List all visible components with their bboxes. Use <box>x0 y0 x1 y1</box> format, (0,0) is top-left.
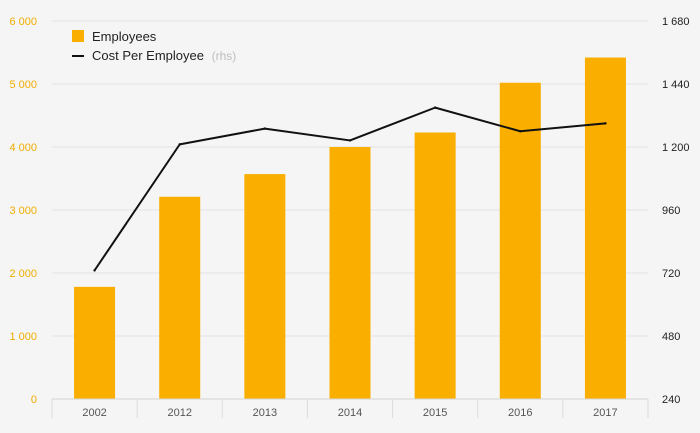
left-tick-label: 4 000 <box>9 142 37 154</box>
line-point-cost-per-employee[interactable] <box>519 130 522 133</box>
left-tick-label: 6 000 <box>9 16 37 28</box>
bar-employees[interactable] <box>244 174 286 399</box>
left-tick-label: 0 <box>31 394 37 406</box>
x-tick-label: 2017 <box>593 407 617 419</box>
bar-employees[interactable] <box>584 57 626 399</box>
bar-employees[interactable] <box>159 196 201 399</box>
legend-item-employees[interactable]: Employees <box>72 29 157 44</box>
legend: Employees Cost Per Employee (rhs) <box>72 29 236 63</box>
left-axis: 0 1 000 2 000 3 000 4 000 5 000 6 000 <box>9 16 37 406</box>
legend-item-cost-per-employee[interactable]: Cost Per Employee (rhs) <box>72 48 236 63</box>
left-tick-label: 2 000 <box>9 268 37 280</box>
left-tick-label: 5 000 <box>9 79 37 91</box>
x-tick-label: 2013 <box>253 407 277 419</box>
x-tick-label: 2016 <box>508 407 532 419</box>
x-tick-label: 2014 <box>338 407 362 419</box>
line-point-cost-per-employee[interactable] <box>604 122 607 125</box>
right-tick-label: 960 <box>662 205 680 217</box>
bar-employees[interactable] <box>414 132 456 399</box>
cost-per-employee-line <box>93 106 607 272</box>
line-point-cost-per-employee[interactable] <box>178 143 181 146</box>
right-tick-label: 720 <box>662 268 680 280</box>
legend-label-employees: Employees <box>92 29 157 44</box>
right-axis: 240 480 720 960 1 200 1 440 1 680 <box>662 16 690 406</box>
x-tick-label: 2015 <box>423 407 447 419</box>
employees-bars <box>74 57 626 400</box>
left-tick-label: 3 000 <box>9 205 37 217</box>
right-tick-label: 1 680 <box>662 16 690 28</box>
line-point-cost-per-employee[interactable] <box>348 139 352 142</box>
x-tick-label: 2012 <box>167 407 191 419</box>
right-tick-label: 1 440 <box>662 79 690 91</box>
bar-employees[interactable] <box>499 82 541 400</box>
bar-employees[interactable] <box>74 286 116 399</box>
legend-label-cost-per-employee: Cost Per Employee (rhs) <box>92 48 236 63</box>
x-axis: 2002 2012 2013 2014 2015 2016 2017 <box>51 398 649 419</box>
legend-swatch-employees <box>72 30 84 42</box>
line-point-cost-per-employee[interactable] <box>263 127 267 130</box>
left-tick-label: 1 000 <box>9 331 37 343</box>
x-tick-label: 2002 <box>82 407 106 419</box>
right-tick-label: 480 <box>662 331 680 343</box>
right-tick-label: 240 <box>662 394 680 406</box>
right-tick-label: 1 200 <box>662 142 690 154</box>
bar-employees[interactable] <box>329 147 371 399</box>
line-point-cost-per-employee[interactable] <box>433 106 437 109</box>
line-point-cost-per-employee[interactable] <box>93 269 96 272</box>
